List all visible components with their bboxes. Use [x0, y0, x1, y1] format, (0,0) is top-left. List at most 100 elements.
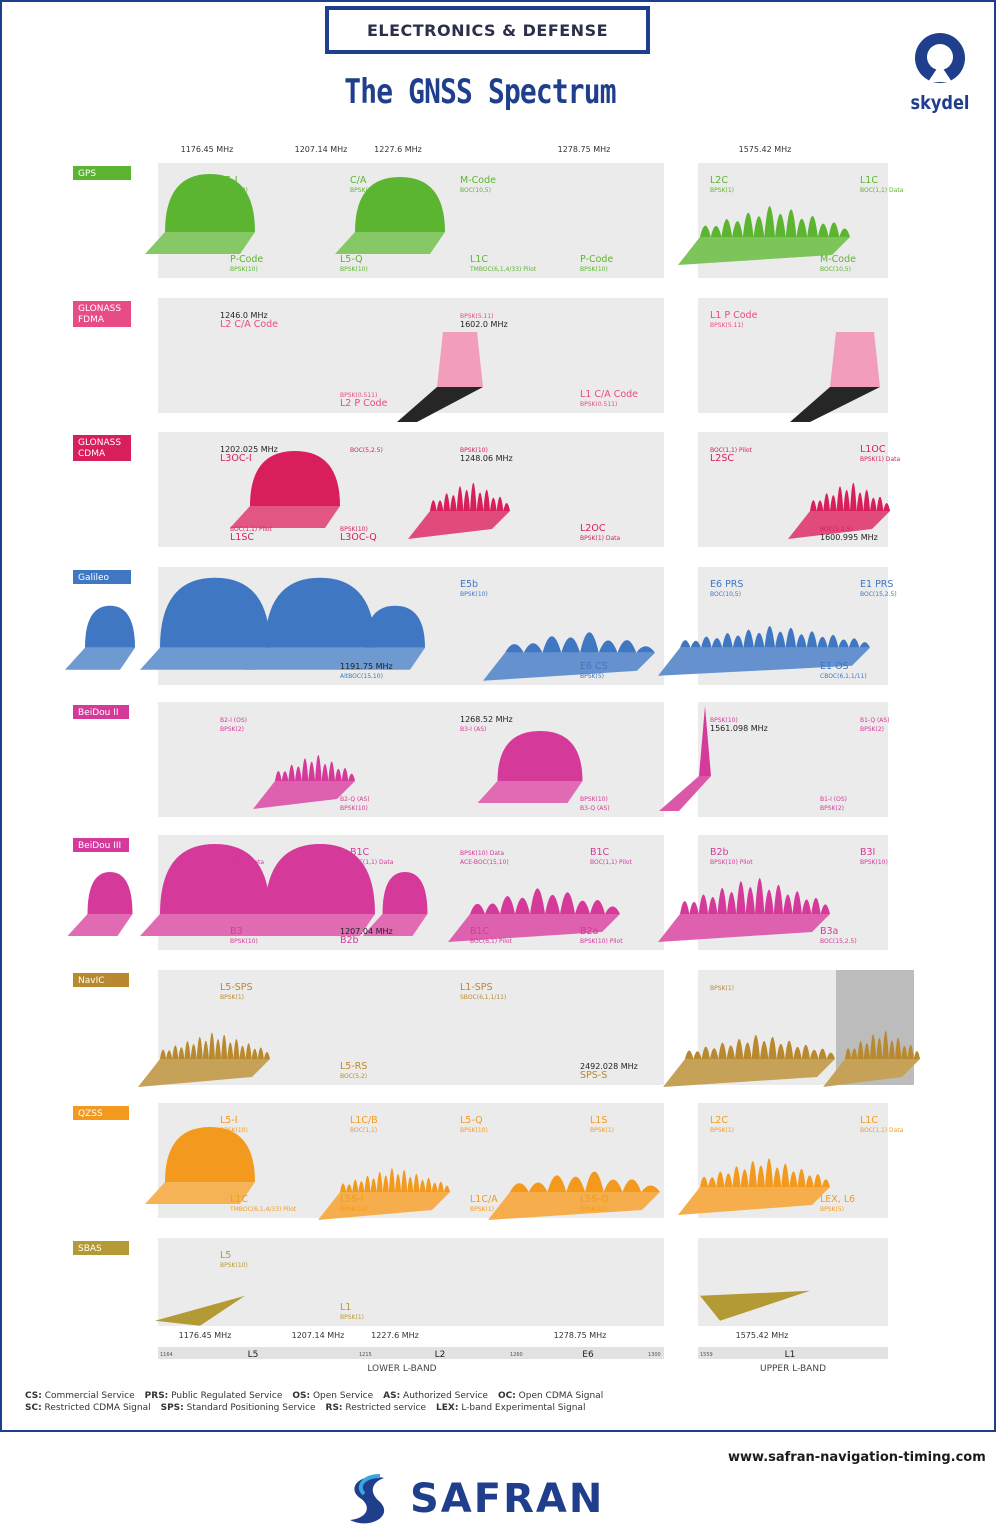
beidou3-b1c-signal-skirt	[658, 914, 830, 942]
beidou2-b3-signal	[497, 731, 583, 781]
modulation-label: SBOC(6,1,1/11)	[460, 994, 506, 1001]
legend-item: RS: Restricted service	[325, 1403, 427, 1413]
frequency-label: 1191.75 MHz	[340, 662, 393, 671]
navic-l1-signal	[685, 1050, 694, 1059]
qzss-l1-signal	[765, 1158, 774, 1187]
modulation-label: BOC(5,2)	[340, 1073, 367, 1080]
glonass-l1oc-signal	[810, 500, 817, 511]
beidou3-b1c-signal	[764, 889, 774, 914]
signal-label: L5S-Q	[580, 1194, 609, 1205]
signal-label: B2b	[710, 847, 729, 858]
frequency-label: 1561.098 MHz	[710, 724, 768, 733]
system-badge-label: Galileo	[78, 573, 110, 583]
galileo-e1-signal	[775, 631, 786, 648]
galileo-e1-signal	[838, 639, 849, 648]
qzss-l2c-signal	[376, 1171, 383, 1192]
legend-abbr: OS:	[292, 1391, 311, 1401]
signal-label: L5-I	[220, 1115, 238, 1126]
galileo-e1-signal	[743, 629, 754, 648]
signal-label: L2 P Code	[340, 398, 388, 409]
frequency-label: 1602.0 MHz	[460, 320, 508, 329]
website-link[interactable]: www.safran-navigation-timing.com	[728, 1450, 986, 1465]
glonass-l2oc-signal	[483, 489, 490, 511]
gps-l1-signal	[764, 206, 775, 237]
galileo-altboc-signal	[160, 577, 270, 648]
modulation-label: BPSK(1) Data	[580, 535, 621, 542]
glonass-l1oc-signal	[876, 496, 884, 511]
beidou3-b1c-signal	[717, 887, 727, 914]
beidou2-b3-signal-skirt	[477, 781, 583, 803]
signal-label: L5-RS	[340, 1061, 367, 1072]
safran-logo: SAFRAN	[340, 1470, 660, 1530]
galileo-e6-signal	[561, 637, 580, 653]
beidou3-aceboc-signal	[160, 844, 270, 914]
qzss-l2c-signal	[388, 1167, 395, 1192]
modulation-label: AltBOC(15,10)	[340, 673, 383, 680]
beidou3-b1c-signal	[801, 899, 812, 914]
signal-label: L5S-I	[340, 1194, 364, 1205]
signal-label: L5-Q	[340, 254, 363, 265]
qzss-l5-signal	[165, 1127, 255, 1182]
qzss-l1-signal	[805, 1175, 814, 1187]
axis-tick-label: 1300	[648, 1352, 661, 1358]
modulation-label: BPSK(5)	[580, 673, 604, 680]
beidou2-b2-signal	[328, 761, 335, 781]
modulation-label: BOC(1,1) Data	[860, 1127, 904, 1134]
qzss-l1-signal	[756, 1165, 765, 1187]
frequency-label: 1268.52 MHz	[460, 715, 513, 724]
qzss-l2c-signal	[425, 1177, 432, 1192]
gps-l1-signal	[828, 222, 840, 237]
signal-label: B3	[230, 926, 243, 937]
beidou3-b1c-signal	[783, 894, 793, 914]
signal-label: LEX, L6	[820, 1194, 855, 1205]
beidou2-b2-signal	[275, 771, 282, 781]
modulation-label: BPSK(10)	[340, 526, 368, 533]
navic-s-signal	[888, 1040, 895, 1059]
band-label: L1	[785, 1350, 796, 1360]
qzss-l1-signal	[708, 1177, 717, 1187]
legend-line-1: CS: Commercial Service PRS: Public Regula…	[25, 1390, 613, 1402]
signal-label: P-Code	[230, 254, 263, 265]
glonass-l2oc-signal	[463, 489, 470, 511]
modulation-label: BPSK(2)	[820, 805, 844, 812]
signal-label: L1C	[230, 1194, 248, 1205]
glonass-l2oc-signal	[430, 500, 437, 511]
signal-label: L5-Q	[460, 1115, 483, 1126]
navic-l5-signal	[196, 1036, 203, 1059]
navic-l5-signal	[208, 1032, 215, 1059]
skydel-logo: skydel	[905, 30, 975, 114]
beidou2-b1-signal	[699, 706, 711, 776]
modulation-label: BOC(5,2.5)	[350, 447, 383, 454]
modulation-label: BPSK(10)	[220, 1127, 248, 1134]
signal-label: L2OC	[580, 523, 606, 534]
legend-item: LEX: L-band Experimental Signal	[436, 1403, 586, 1413]
beidou3-b1c-signal	[689, 901, 699, 914]
modulation-label: BPSK(1)	[590, 1127, 614, 1134]
gps-l2-signal-skirt	[335, 232, 445, 254]
beidou3-b3-signal	[485, 903, 500, 914]
beidou3-b1c-signal	[680, 901, 690, 914]
galileo-e1-signal	[711, 638, 723, 648]
glonass-l2oc-signal	[496, 496, 504, 511]
glonass-l2oc-signal	[490, 497, 497, 511]
navic-l5-signal	[184, 1041, 191, 1059]
galileo-e5a-signal	[85, 605, 135, 648]
galileo-e1-signal	[817, 636, 828, 648]
modulation-label: BOC(1,1)	[350, 1127, 377, 1134]
navic-l5-signal	[251, 1048, 258, 1059]
galileo-e1-signal	[722, 633, 733, 648]
qzss-l1-signal	[740, 1169, 749, 1187]
legend-abbr: AS:	[383, 1391, 401, 1401]
modulation-label: B2-Q (AS)	[340, 796, 370, 803]
lower-band-axis	[158, 1347, 664, 1359]
glonass-l2oc-signal	[436, 500, 444, 511]
glonass-l2oc-signal	[470, 482, 477, 511]
galileo-e1-signal	[753, 632, 765, 648]
navic-l5-signal	[245, 1043, 252, 1059]
beidou3-b3-signal	[605, 906, 620, 914]
modulation-label: B2-I (OS)	[220, 717, 247, 724]
modulation-label: BOC(1,1) Data	[860, 187, 904, 194]
signal-label: L1-SPS	[460, 982, 493, 993]
navic-l1-signal	[693, 1051, 702, 1059]
qzss-l2c-signal	[370, 1178, 377, 1192]
